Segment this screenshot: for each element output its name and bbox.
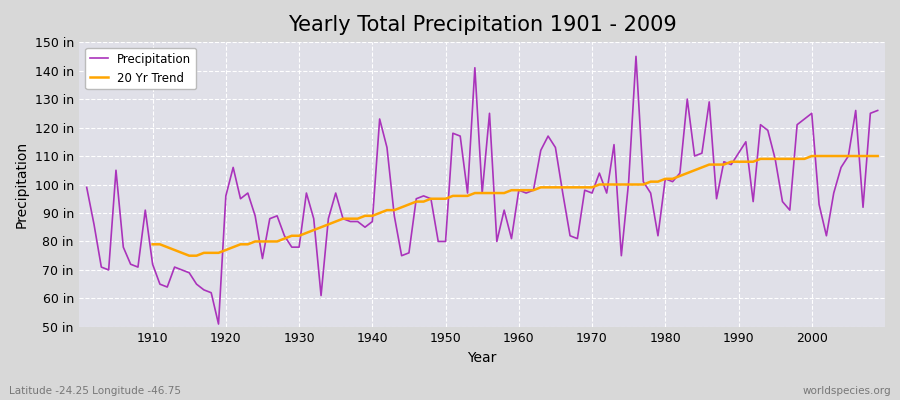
Precipitation (521, 191, 532, 196)
Precipitation (513, 188, 524, 192)
Text: worldspecies.org: worldspecies.org (803, 386, 891, 396)
20 Yr Trend (293, 233, 304, 238)
Precipitation (213, 322, 224, 326)
20 Yr Trend (828, 154, 839, 158)
20 Yr Trend (587, 185, 598, 190)
Precipitation (140, 208, 150, 212)
Precipitation (608, 142, 619, 147)
20 Yr Trend (850, 154, 861, 158)
20 Yr Trend (528, 188, 539, 192)
Line: 20 Yr Trend: 20 Yr Trend (153, 156, 878, 256)
Precipitation (872, 108, 883, 113)
Legend: Precipitation, 20 Yr Trend: Precipitation, 20 Yr Trend (86, 48, 196, 89)
Y-axis label: Precipitation: Precipitation (15, 141, 29, 228)
20 Yr Trend (323, 222, 334, 227)
Title: Yearly Total Precipitation 1901 - 2009: Yearly Total Precipitation 1901 - 2009 (288, 15, 677, 35)
Precipitation (631, 54, 642, 59)
Precipitation (81, 185, 92, 190)
20 Yr Trend (806, 154, 817, 158)
20 Yr Trend (184, 253, 194, 258)
Text: Latitude -24.25 Longitude -46.75: Latitude -24.25 Longitude -46.75 (9, 386, 181, 396)
20 Yr Trend (872, 154, 883, 158)
Precipitation (309, 216, 320, 221)
Line: Precipitation: Precipitation (86, 56, 878, 324)
X-axis label: Year: Year (467, 351, 497, 365)
Precipitation (352, 219, 363, 224)
20 Yr Trend (148, 242, 158, 247)
